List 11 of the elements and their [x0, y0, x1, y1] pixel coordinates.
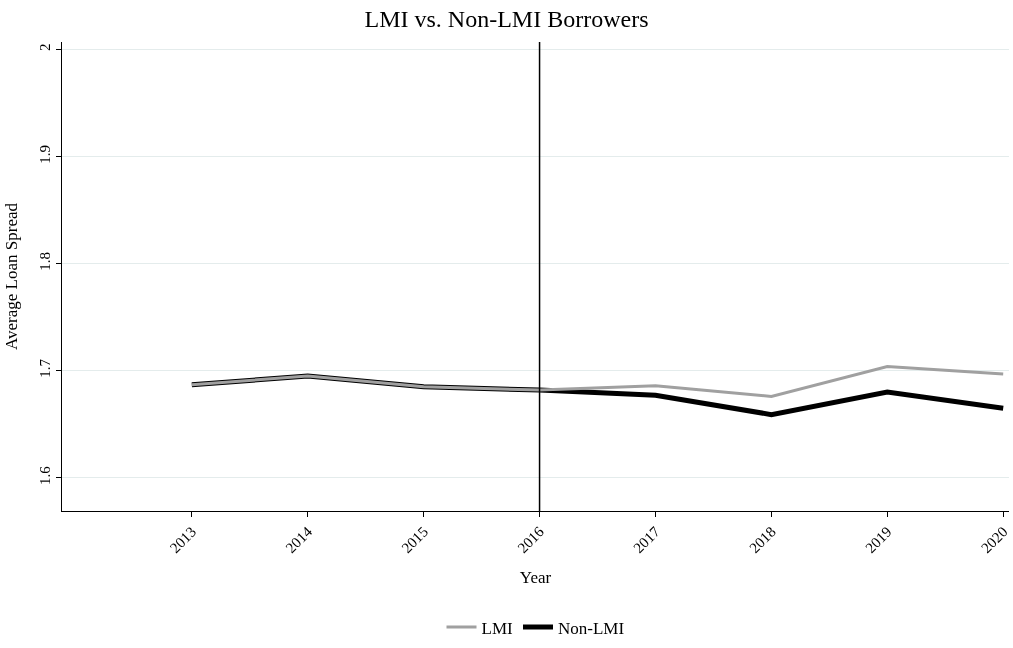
x-axis-title: Year: [519, 567, 552, 587]
chart-title: LMI vs. Non-LMI Borrowers: [364, 5, 649, 32]
y-tick-label: 1.6: [37, 465, 53, 485]
y-tick-label: 2: [37, 43, 53, 51]
legend-label: LMI: [481, 618, 513, 638]
legend-label: Non-LMI: [558, 618, 625, 638]
y-tick-label: 1.8: [37, 252, 53, 271]
y-tick-label: 1.9: [37, 144, 53, 164]
line-series: [190, 364, 1005, 398]
y-tick-label: 1.7: [37, 358, 53, 378]
y-axis-title: Average Loan Spread: [1, 202, 21, 350]
